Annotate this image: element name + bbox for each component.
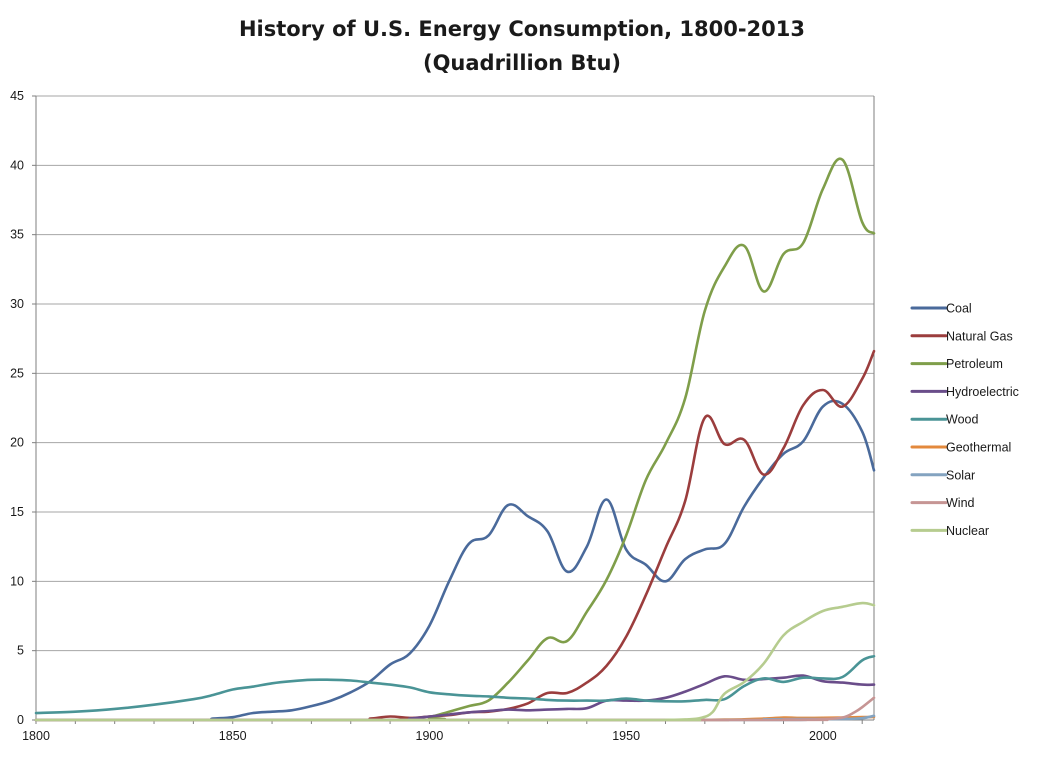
series-line-petroleum — [34, 157, 876, 722]
series-line-coal — [34, 399, 876, 722]
legend-label-hydroelectric: Hydroelectric — [946, 385, 1019, 399]
series-line-wood — [34, 654, 876, 715]
legend-label-petroleum: Petroleum — [946, 357, 1003, 371]
axes: 0 5 10 15 20 25 30 35 40 45 1800 1850 1900 1950 2000 — [10, 89, 875, 743]
gridlines — [36, 95, 874, 652]
y-tick-label: 20 — [10, 436, 24, 450]
y-tick-label: 10 — [10, 574, 24, 588]
y-tick-label: 5 — [17, 644, 24, 658]
x-tick-label: 1950 — [612, 729, 640, 743]
legend-label-nuclear: Nuclear — [946, 524, 989, 538]
x-tick-label: 2000 — [809, 729, 837, 743]
y-tick-label: 15 — [10, 505, 24, 519]
legend-label-wood: Wood — [946, 413, 978, 427]
legend: Coal Natural Gas Petroleum Hydroelectric Woo… — [910, 302, 1019, 538]
chart-title: History of U.S. Energy Consumption, 1800… — [239, 17, 805, 41]
series-line-natural-gas — [34, 349, 876, 722]
series-line-hydroelectric — [34, 674, 876, 722]
y-tick-label: 40 — [10, 158, 24, 172]
x-tick-label: 1900 — [416, 729, 444, 743]
y-tick-label: 25 — [10, 366, 24, 380]
series-line-nuclear — [34, 601, 876, 722]
y-tick-label: 30 — [10, 297, 24, 311]
chart-subtitle: (Quadrillion Btu) — [423, 51, 621, 75]
legend-label-wind: Wind — [946, 496, 975, 510]
legend-label-geothermal: Geothermal — [946, 441, 1011, 455]
legend-label-solar: Solar — [946, 468, 975, 482]
x-tick-label: 1800 — [22, 729, 50, 743]
x-tick-label: 1850 — [219, 729, 247, 743]
legend-label-natural-gas: Natural Gas — [946, 329, 1013, 343]
y-tick-label: 0 — [17, 713, 24, 727]
legend-label-coal: Coal — [946, 302, 972, 316]
y-tick-label: 45 — [10, 89, 24, 103]
plot-area — [34, 157, 876, 722]
y-tick-label: 35 — [10, 228, 24, 242]
